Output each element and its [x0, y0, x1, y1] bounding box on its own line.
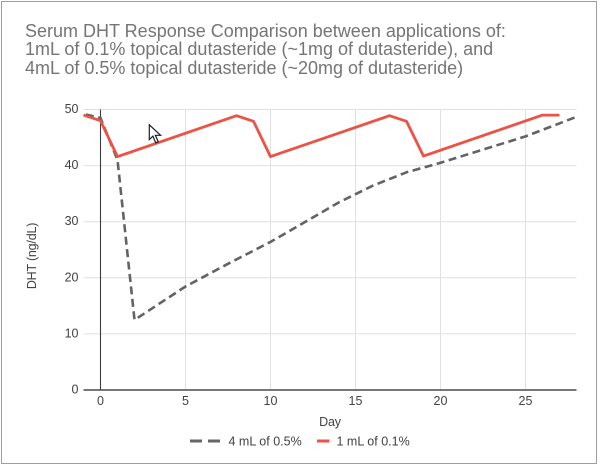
svg-text:0: 0: [72, 383, 79, 397]
svg-text:20: 20: [434, 394, 448, 408]
svg-text:15: 15: [349, 394, 363, 408]
svg-text:30: 30: [65, 214, 79, 228]
svg-text:50: 50: [65, 102, 79, 116]
svg-text:10: 10: [65, 326, 79, 340]
svg-text:4 mL of 0.5%: 4 mL of 0.5%: [229, 434, 302, 448]
svg-text:5: 5: [182, 394, 189, 408]
svg-text:Day: Day: [319, 415, 342, 429]
svg-text:25: 25: [519, 394, 533, 408]
svg-text:20: 20: [65, 270, 79, 284]
svg-text:40: 40: [65, 158, 79, 172]
svg-text:1 mL of 0.1%: 1 mL of 0.1%: [337, 434, 410, 448]
svg-text:10: 10: [264, 394, 278, 408]
svg-text:0: 0: [97, 394, 104, 408]
svg-text:DHT (ng/dL): DHT (ng/dL): [25, 223, 39, 289]
